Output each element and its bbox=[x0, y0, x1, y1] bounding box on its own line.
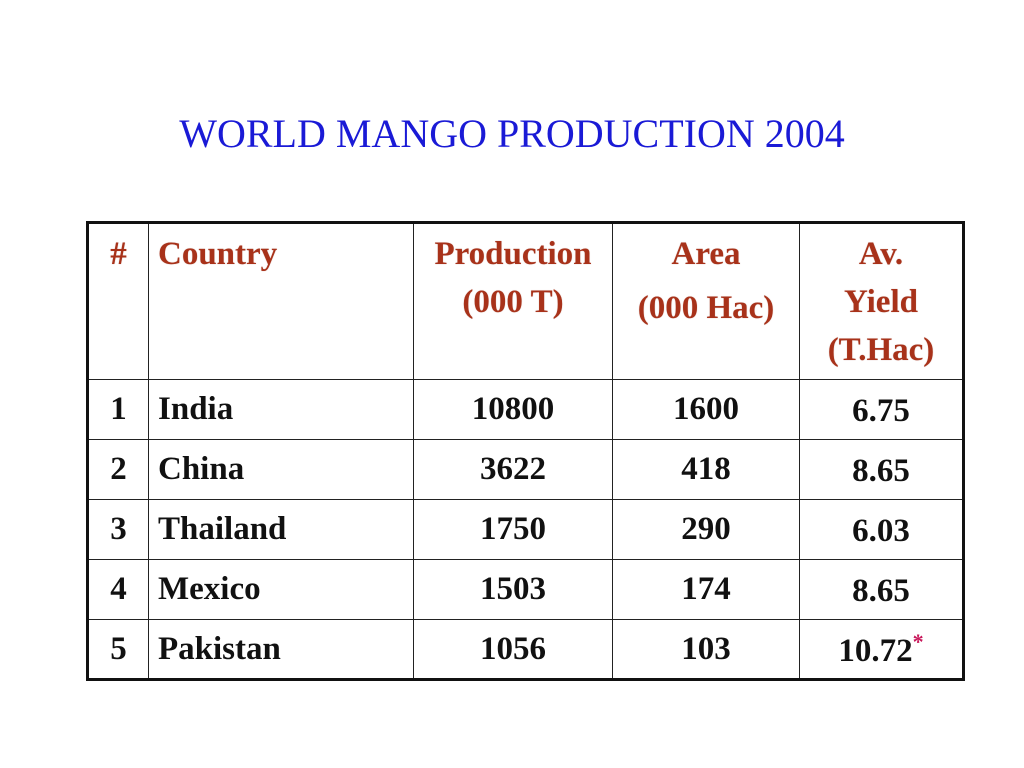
cell-country: India bbox=[148, 379, 414, 440]
header-yield-line1: Av. bbox=[858, 236, 904, 272]
header-production: Production (000 T) bbox=[413, 222, 613, 380]
cell-yield: 8.65 bbox=[799, 439, 964, 500]
table-header-row: # Country Production (000 T) Area (000 H… bbox=[87, 222, 964, 380]
cell-num: 1 bbox=[87, 379, 149, 440]
cell-yield: 6.75 bbox=[799, 379, 964, 440]
cell-num: 2 bbox=[87, 439, 149, 500]
cell-yield: 8.65 bbox=[799, 559, 964, 620]
cell-area: 174 bbox=[612, 559, 800, 620]
yield-value: 8.65 bbox=[852, 453, 910, 489]
cell-area: 103 bbox=[612, 619, 800, 680]
cell-area: 1600 bbox=[612, 379, 800, 440]
table-row: 4 Mexico 1503 174 8.65 bbox=[87, 559, 964, 620]
yield-value: 8.65 bbox=[852, 573, 910, 609]
production-table: # Country Production (000 T) Area (000 H… bbox=[86, 221, 965, 681]
cell-num: 4 bbox=[87, 559, 149, 620]
cell-num: 3 bbox=[87, 499, 149, 560]
production-table-container: # Country Production (000 T) Area (000 H… bbox=[86, 221, 965, 681]
cell-yield: 6.03 bbox=[799, 499, 964, 560]
header-production-line1: Production bbox=[434, 236, 592, 272]
cell-country: Pakistan bbox=[148, 619, 414, 680]
header-country: Country bbox=[148, 222, 414, 380]
header-yield-line2: Yield bbox=[844, 284, 918, 320]
slide-title: WORLD MANGO PRODUCTION 2004 bbox=[179, 111, 845, 156]
cell-production: 3622 bbox=[413, 439, 613, 500]
yield-value: 10.72 bbox=[838, 632, 913, 669]
header-yield-line3: (T.Hac) bbox=[827, 332, 935, 368]
cell-production: 10800 bbox=[413, 379, 613, 440]
cell-production: 1503 bbox=[413, 559, 613, 620]
header-num: # bbox=[87, 222, 149, 380]
cell-country: Thailand bbox=[148, 499, 414, 560]
cell-num: 5 bbox=[87, 619, 149, 680]
cell-area: 418 bbox=[612, 439, 800, 500]
header-area-line1: Area bbox=[671, 236, 741, 272]
table-row: 1 India 10800 1600 6.75 bbox=[87, 379, 964, 440]
cell-production: 1056 bbox=[413, 619, 613, 680]
yield-value: 6.75 bbox=[852, 393, 910, 429]
cell-area: 290 bbox=[612, 499, 800, 560]
cell-production: 1750 bbox=[413, 499, 613, 560]
cell-country: Mexico bbox=[148, 559, 414, 620]
table-row: 2 China 3622 418 8.65 bbox=[87, 439, 964, 500]
header-yield: Av. Yield (T.Hac) bbox=[799, 222, 964, 380]
header-area-line2: (000 Hac) bbox=[637, 290, 775, 326]
yield-value: 6.03 bbox=[852, 513, 910, 549]
cell-country: China bbox=[148, 439, 414, 500]
header-num-label: # bbox=[110, 236, 127, 272]
footnote-mark: * bbox=[912, 628, 924, 654]
table-row: 3 Thailand 1750 290 6.03 bbox=[87, 499, 964, 560]
header-area: Area (000 Hac) bbox=[612, 222, 800, 380]
header-production-line2: (000 T) bbox=[462, 284, 564, 320]
table-row: 5 Pakistan 1056 103 10.72* bbox=[87, 619, 964, 680]
cell-yield: 10.72* bbox=[799, 619, 964, 680]
header-country-label: Country bbox=[158, 236, 278, 272]
